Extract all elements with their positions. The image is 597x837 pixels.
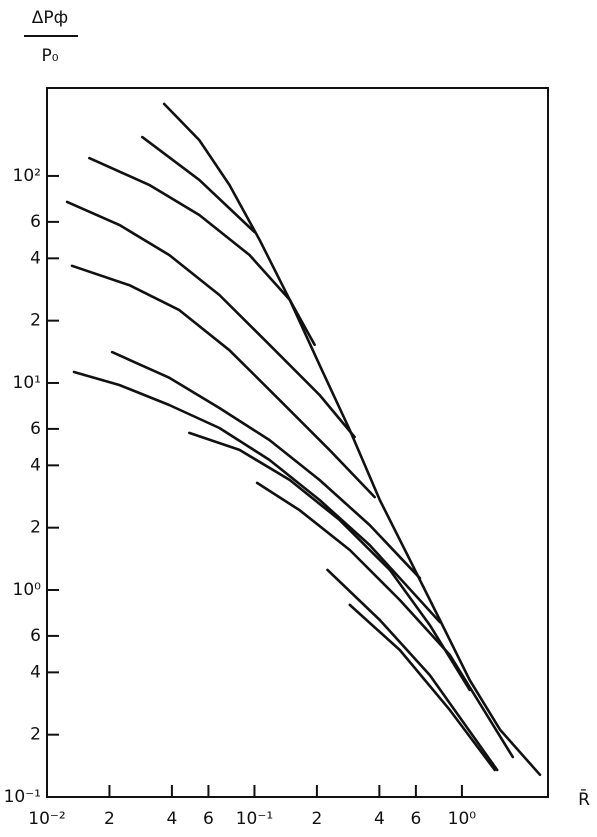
x-tick-label: 6 bbox=[410, 809, 421, 829]
y-tick-label: 6 bbox=[30, 419, 41, 439]
x-label: R̄ bbox=[578, 788, 590, 810]
curve bbox=[110, 350, 422, 580]
curve bbox=[162, 102, 542, 777]
curve bbox=[326, 568, 499, 772]
curve bbox=[65, 200, 356, 439]
curve bbox=[141, 135, 256, 234]
x-tick-label: 2 bbox=[104, 809, 115, 829]
y-tick-label: 4 bbox=[30, 455, 41, 475]
y-tick-label: 10⁰ bbox=[13, 580, 42, 600]
y-tick-label: 10⁻¹ bbox=[4, 787, 41, 807]
plot-frame bbox=[46, 87, 549, 798]
x-tick-label: 10⁻¹ bbox=[236, 809, 273, 829]
curve bbox=[188, 431, 471, 692]
curve bbox=[255, 481, 515, 759]
y-tick-label: 10¹ bbox=[13, 373, 41, 393]
curve bbox=[72, 370, 442, 624]
y-label-denominator: P₀ bbox=[41, 46, 58, 66]
y-label-numerator: ΔPф bbox=[32, 8, 68, 28]
curve bbox=[348, 603, 497, 772]
y-tick-label: 6 bbox=[30, 626, 41, 646]
curve bbox=[88, 156, 316, 346]
x-tick-label: 10⁻² bbox=[28, 809, 65, 829]
x-tick-label: 4 bbox=[374, 809, 385, 829]
y-tick-label: 4 bbox=[30, 662, 41, 682]
y-tick-label: 2 bbox=[30, 725, 41, 745]
x-tick-label: 10⁰ bbox=[448, 809, 477, 829]
y-tick-label: 6 bbox=[30, 212, 41, 232]
y-tick-label: 10² bbox=[13, 166, 41, 186]
x-tick-label: 4 bbox=[166, 809, 177, 829]
y-tick-label: 2 bbox=[30, 311, 41, 331]
x-tick-label: 2 bbox=[311, 809, 322, 829]
y-tick-label: 2 bbox=[30, 518, 41, 538]
x-tick-label: 6 bbox=[203, 809, 214, 829]
y-tick-label: 4 bbox=[30, 248, 41, 268]
curve bbox=[70, 264, 376, 499]
